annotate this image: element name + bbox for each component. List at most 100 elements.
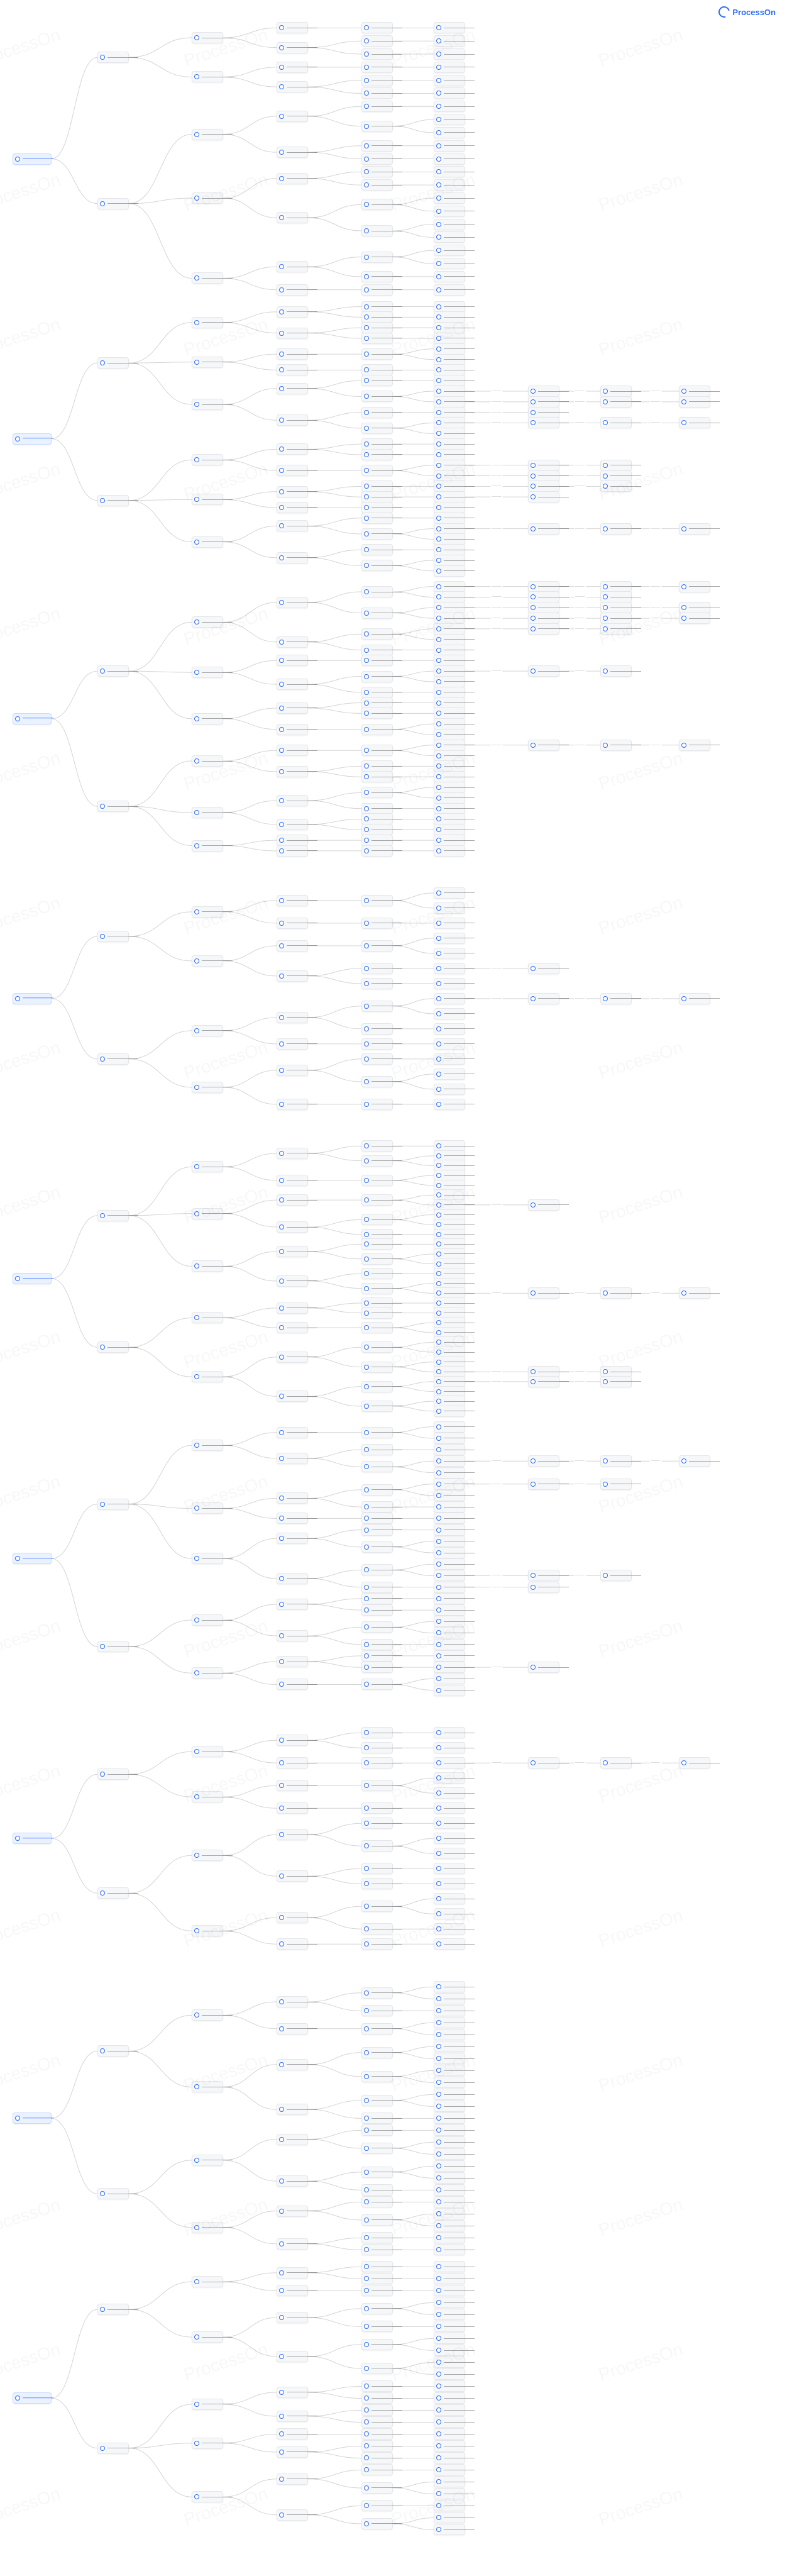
- node-l4[interactable]: ———————: [277, 2023, 308, 2035]
- node-l6[interactable]: ———————: [434, 1981, 465, 1992]
- node-l5[interactable]: ———————: [361, 2482, 393, 2494]
- node-l3[interactable]: ———————: [192, 1161, 223, 1172]
- node-l6[interactable]: ———————: [434, 2077, 465, 2088]
- node-l4[interactable]: ———————: [277, 81, 308, 92]
- node-l4[interactable]: ———————: [277, 835, 308, 846]
- node-l2[interactable]: ———————: [97, 801, 129, 812]
- node-extra[interactable]: ———————: [600, 1757, 632, 1768]
- node-l5[interactable]: ———————: [361, 1099, 393, 1110]
- node-l2[interactable]: ———————: [97, 2443, 129, 2454]
- node-l4[interactable]: ———————: [277, 597, 308, 608]
- node-l3[interactable]: ———————: [192, 1260, 223, 1272]
- node-l3[interactable]: ———————: [192, 2438, 223, 2449]
- node-l4[interactable]: ———————: [277, 2285, 308, 2296]
- node-l6[interactable]: ———————: [434, 2208, 465, 2219]
- node-l6[interactable]: ———————: [434, 513, 465, 524]
- node-l3[interactable]: ———————: [192, 454, 223, 465]
- node-l3[interactable]: ———————: [192, 807, 223, 818]
- node-l4[interactable]: ———————: [277, 1573, 308, 1584]
- node-l6[interactable]: ———————: [434, 1023, 465, 1035]
- node-l6[interactable]: ———————: [434, 449, 465, 460]
- node-l6[interactable]: ———————: [434, 918, 465, 929]
- node-l5[interactable]: ———————: [361, 375, 393, 386]
- node-l5[interactable]: ———————: [361, 1175, 393, 1186]
- node-l3[interactable]: ———————: [192, 1553, 223, 1564]
- node-l6[interactable]: ———————: [434, 2428, 465, 2440]
- node-l6[interactable]: ———————: [434, 933, 465, 944]
- node-l2[interactable]: ———————: [97, 52, 129, 63]
- node-l4[interactable]: ———————: [277, 895, 308, 906]
- node-l6[interactable]: ———————: [434, 48, 465, 60]
- node-l3[interactable]: ———————: [192, 71, 223, 82]
- node-l5[interactable]: ———————: [361, 2095, 393, 2106]
- root-node[interactable]: ———————: [13, 713, 52, 724]
- node-l5[interactable]: ———————: [361, 1938, 393, 1950]
- node-l5[interactable]: ———————: [361, 1582, 393, 1593]
- node-l6[interactable]: ———————: [434, 2321, 465, 2332]
- node-l5[interactable]: ———————: [361, 655, 393, 666]
- node-l4[interactable]: ———————: [277, 1352, 308, 1363]
- node-l4[interactable]: ———————: [277, 702, 308, 714]
- node-l6[interactable]: ———————: [434, 386, 465, 397]
- node-l5[interactable]: ———————: [361, 645, 393, 656]
- node-l5[interactable]: ———————: [361, 1524, 393, 1536]
- node-l6[interactable]: ———————: [434, 284, 465, 296]
- node-extra[interactable]: ———————: [528, 623, 559, 635]
- node-l4[interactable]: ———————: [277, 2312, 308, 2323]
- node-l5[interactable]: ———————: [361, 2339, 393, 2350]
- node-extra[interactable]: ———————: [528, 386, 559, 397]
- node-l6[interactable]: ———————: [434, 491, 465, 502]
- node-l4[interactable]: ———————: [277, 111, 308, 122]
- node-l6[interactable]: ———————: [434, 1878, 465, 1889]
- node-l5[interactable]: ———————: [361, 586, 393, 597]
- node-l3[interactable]: ———————: [192, 2399, 223, 2410]
- node-l6[interactable]: ———————: [434, 502, 465, 513]
- node-l5[interactable]: ———————: [361, 480, 393, 492]
- node-l6[interactable]: ———————: [434, 1685, 465, 1696]
- node-l6[interactable]: ———————: [434, 1818, 465, 1829]
- node-l5[interactable]: ———————: [361, 608, 393, 619]
- node-l6[interactable]: ———————: [434, 1727, 465, 1738]
- node-l3[interactable]: ———————: [192, 955, 223, 967]
- node-l6[interactable]: ———————: [434, 1501, 465, 1513]
- node-l6[interactable]: ———————: [434, 2512, 465, 2523]
- node-l4[interactable]: ———————: [277, 2351, 308, 2362]
- node-l6[interactable]: ———————: [434, 1536, 465, 1547]
- node-l4[interactable]: ———————: [277, 443, 308, 455]
- node-l6[interactable]: ———————: [434, 1938, 465, 1950]
- node-l6[interactable]: ———————: [434, 544, 465, 555]
- node-l6[interactable]: ———————: [434, 1604, 465, 1616]
- node-l6[interactable]: ———————: [434, 824, 465, 835]
- node-l6[interactable]: ———————: [434, 219, 465, 230]
- node-l6[interactable]: ———————: [434, 2017, 465, 2028]
- node-l3[interactable]: ———————: [192, 2331, 223, 2343]
- node-l5[interactable]: ———————: [361, 2196, 393, 2207]
- node-l5[interactable]: ———————: [361, 2273, 393, 2284]
- node-l6[interactable]: ———————: [434, 2500, 465, 2511]
- node-l5[interactable]: ———————: [361, 2232, 393, 2243]
- node-l6[interactable]: ———————: [434, 35, 465, 47]
- node-l5[interactable]: ———————: [361, 2518, 393, 2529]
- node-l6[interactable]: ———————: [434, 1421, 465, 1433]
- node-l5[interactable]: ———————: [361, 2380, 393, 2392]
- node-l2[interactable]: ———————: [97, 1210, 129, 1221]
- node-l6[interactable]: ———————: [434, 311, 465, 323]
- node-l6[interactable]: ———————: [434, 555, 465, 566]
- node-extra[interactable]: ———————: [679, 581, 710, 592]
- node-l4[interactable]: ———————: [277, 212, 308, 223]
- node-l6[interactable]: ———————: [434, 343, 465, 355]
- node-extra[interactable]: ———————: [528, 1570, 559, 1581]
- node-l6[interactable]: ———————: [434, 101, 465, 112]
- node-l4[interactable]: ———————: [277, 552, 308, 564]
- node-l5[interactable]: ———————: [361, 835, 393, 846]
- node-l4[interactable]: ———————: [277, 1757, 308, 1768]
- node-l6[interactable]: ———————: [434, 835, 465, 846]
- node-l5[interactable]: ———————: [361, 2440, 393, 2451]
- node-l4[interactable]: ———————: [277, 2238, 308, 2250]
- root-node[interactable]: ———————: [13, 1273, 52, 1284]
- node-l5[interactable]: ———————: [361, 1194, 393, 1206]
- node-l3[interactable]: ———————: [192, 1746, 223, 1757]
- node-l6[interactable]: ———————: [434, 166, 465, 177]
- node-l6[interactable]: ———————: [434, 2309, 465, 2320]
- node-l5[interactable]: ———————: [361, 166, 393, 177]
